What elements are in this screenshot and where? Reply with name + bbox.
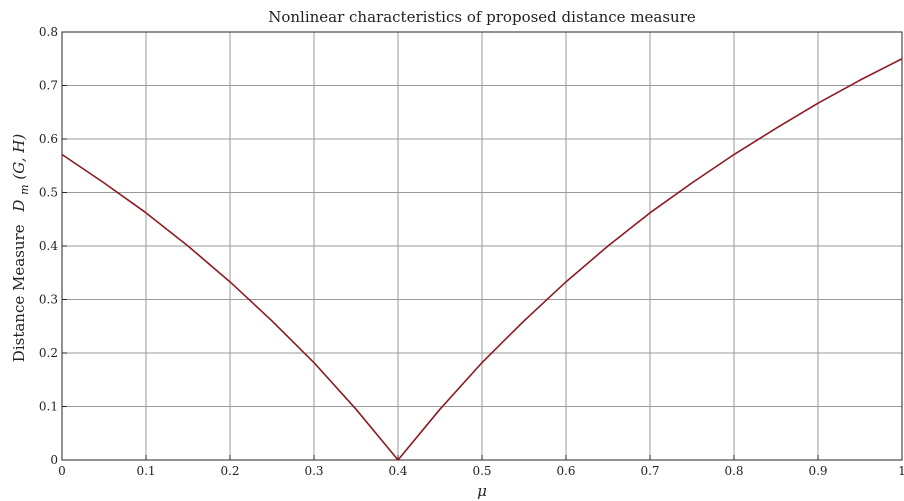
y-tick-label: 0.3 — [39, 293, 58, 307]
x-tick-labels: 0 0.1 0.2 0.3 0.4 0.5 0.6 0.7 0.8 0.9 1 — [58, 464, 904, 478]
y-tick-label: 0.4 — [39, 239, 58, 253]
x-tick-label: 0.1 — [136, 464, 155, 478]
x-tick-label: 0.8 — [724, 464, 743, 478]
x-tick-label: 0.3 — [304, 464, 323, 478]
y-axis-label: Distance Measure D m (G, H) — [10, 134, 32, 363]
series-layer — [61, 58, 903, 461]
x-axis-label: μ — [477, 482, 487, 500]
x-tick-label: 0.5 — [472, 464, 491, 478]
y-axis-label-args: (G, H) — [10, 134, 28, 180]
y-tick-label: 0.6 — [39, 132, 58, 146]
x-tick-label: 0.9 — [808, 464, 827, 478]
y-axis-label-text: Distance Measure — [10, 224, 28, 362]
y-tick-label: 0.5 — [39, 186, 58, 200]
y-axis-label-symbol: D — [10, 200, 28, 213]
y-tick-label: 0 — [50, 453, 58, 467]
series-line — [61, 58, 903, 461]
chart-title: Nonlinear characteristics of proposed di… — [268, 8, 696, 26]
x-tick-label: 0 — [58, 464, 66, 478]
x-tick-label: 0.7 — [640, 464, 659, 478]
x-tick-label: 1 — [898, 464, 904, 478]
y-axis-label-subscript: m — [18, 184, 31, 194]
x-tick-label: 0.4 — [388, 464, 407, 478]
y-tick-label: 0.2 — [39, 346, 58, 360]
plot-frame — [61, 31, 903, 461]
y-tick-label: 0.7 — [39, 79, 58, 93]
y-tick-label: 0.1 — [39, 400, 58, 414]
y-tick-labels: 0 0.1 0.2 0.3 0.4 0.5 0.6 0.7 0.8 — [39, 25, 58, 467]
x-tick-label: 0.6 — [556, 464, 575, 478]
x-tick-label: 0.2 — [220, 464, 239, 478]
y-tick-label: 0.8 — [39, 25, 58, 39]
